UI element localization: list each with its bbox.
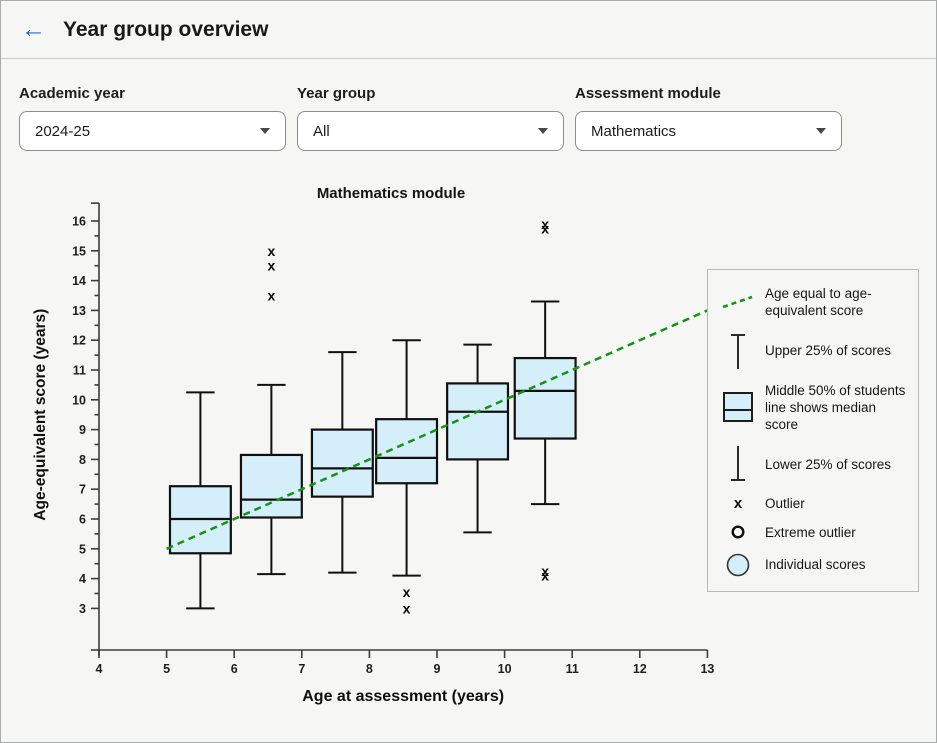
filter-year-group: Year group All <box>297 85 564 151</box>
svg-text:6: 6 <box>79 513 86 527</box>
legend-label: Age equal to age-equivalent score <box>765 286 872 319</box>
box-3 <box>310 351 374 574</box>
svg-text:9: 9 <box>79 423 86 437</box>
box-icon <box>720 391 756 423</box>
outlier-x-icon: x <box>733 495 743 513</box>
chevron-down-icon <box>538 128 548 134</box>
identity-line <box>166 309 708 550</box>
assessment-module-select[interactable]: Mathematics <box>575 111 842 151</box>
legend-item-individual-scores: Individual scores <box>720 552 908 578</box>
lower-whisker-icon <box>720 444 756 484</box>
legend-label: Individual scores <box>765 557 866 573</box>
svg-text:7: 7 <box>79 483 86 497</box>
svg-text:11: 11 <box>73 364 86 378</box>
legend-item-outlier: x Outlier <box>720 495 908 512</box>
legend-label: Upper 25% of scores <box>765 342 892 358</box>
legend-label: Middle 50% of students line shows median… <box>765 382 906 433</box>
academic-year-select[interactable]: 2024-25 <box>19 111 286 151</box>
svg-text:x: x <box>403 600 411 616</box>
filter-assessment-module: Assessment module Mathematics <box>575 85 842 151</box>
svg-text:12: 12 <box>633 662 647 676</box>
filter-academic-year: Academic year 2024-25 <box>19 85 286 151</box>
svg-text:x: x <box>541 216 549 232</box>
dashed-line-icon <box>720 293 756 311</box>
x-axis-label: Age at assessment (years) <box>302 688 504 705</box>
assessment-module-label: Assessment module <box>575 85 721 102</box>
svg-text:11: 11 <box>566 662 579 676</box>
upper-whisker-icon <box>720 331 756 371</box>
year-group-select[interactable]: All <box>297 111 564 151</box>
header: ← Year group overview <box>1 1 936 59</box>
legend-label: Lower 25% of scores <box>765 456 892 472</box>
chevron-down-icon <box>260 128 270 134</box>
svg-text:x: x <box>403 584 411 600</box>
legend-label: Extreme outlier <box>765 524 856 540</box>
svg-text:12: 12 <box>72 334 86 348</box>
box-1 <box>168 391 232 610</box>
svg-text:x: x <box>267 243 275 259</box>
svg-text:9: 9 <box>434 662 441 676</box>
svg-text:7: 7 <box>298 662 305 676</box>
axes <box>91 202 709 658</box>
svg-text:13: 13 <box>72 304 86 318</box>
chart-area: Mathematics module 3 4 5 6 7 8 9 10 11 12 13 14 15 16… <box>1 185 936 742</box>
svg-text:x: x <box>541 568 549 584</box>
chart-title: Mathematics module <box>316 185 466 202</box>
chart-legend: Age equal to age-equivalent score Upper … <box>707 269 919 592</box>
box-6 <box>513 300 577 506</box>
extreme-outlier-icon <box>720 524 756 540</box>
svg-text:6: 6 <box>231 662 238 676</box>
svg-text:8: 8 <box>79 453 86 467</box>
svg-text:x: x <box>541 563 549 579</box>
y-axis-label: Age-equivalent score (years) <box>32 309 49 521</box>
box-5 <box>446 343 510 534</box>
page-title: Year group overview <box>63 17 269 41</box>
legend-item-lower-whisker: Lower 25% of scores <box>720 444 908 484</box>
svg-text:x: x <box>267 258 275 274</box>
box-2 <box>239 383 303 576</box>
svg-text:15: 15 <box>72 244 86 258</box>
back-arrow-icon[interactable]: ← <box>21 15 46 43</box>
filter-bar: Academic year 2024-25 Year group All Ass… <box>1 59 936 151</box>
assessment-module-value: Mathematics <box>591 122 677 140</box>
tick-labels: 3 4 5 6 7 8 9 10 11 12 13 14 15 16 4 5 6 7 8 9 10 11 12 13 <box>72 215 714 677</box>
svg-text:10: 10 <box>498 662 512 676</box>
svg-text:4: 4 <box>79 572 86 586</box>
chevron-down-icon <box>816 128 826 134</box>
legend-item-identity-line: Age equal to age-equivalent score <box>720 285 908 320</box>
svg-text:x: x <box>267 288 275 304</box>
academic-year-value: 2024-25 <box>35 122 91 140</box>
legend-item-extreme-outlier: Extreme outlier <box>720 524 908 541</box>
svg-text:10: 10 <box>72 393 86 407</box>
svg-text:3: 3 <box>79 602 86 616</box>
year-group-value: All <box>313 122 330 140</box>
academic-year-label: Academic year <box>19 85 125 102</box>
legend-label: Outlier <box>765 496 805 512</box>
individual-scores-icon <box>720 552 756 578</box>
legend-item-upper-whisker: Upper 25% of scores <box>720 331 908 371</box>
year-group-label: Year group <box>297 85 376 102</box>
box-4 <box>375 339 439 577</box>
boxplot-svg: 3 4 5 6 7 8 9 10 11 12 13 14 15 16 4 5 6 7 8 9 10 11 12 13 Age a… <box>32 202 714 705</box>
svg-text:5: 5 <box>163 662 170 676</box>
svg-text:14: 14 <box>72 274 86 288</box>
svg-text:16: 16 <box>72 215 86 229</box>
svg-text:x: x <box>541 220 549 236</box>
svg-text:8: 8 <box>366 662 373 676</box>
svg-text:4: 4 <box>96 662 103 676</box>
svg-text:13: 13 <box>700 662 714 676</box>
legend-item-box: Middle 50% of students line shows median… <box>720 382 908 434</box>
svg-text:5: 5 <box>79 542 86 556</box>
